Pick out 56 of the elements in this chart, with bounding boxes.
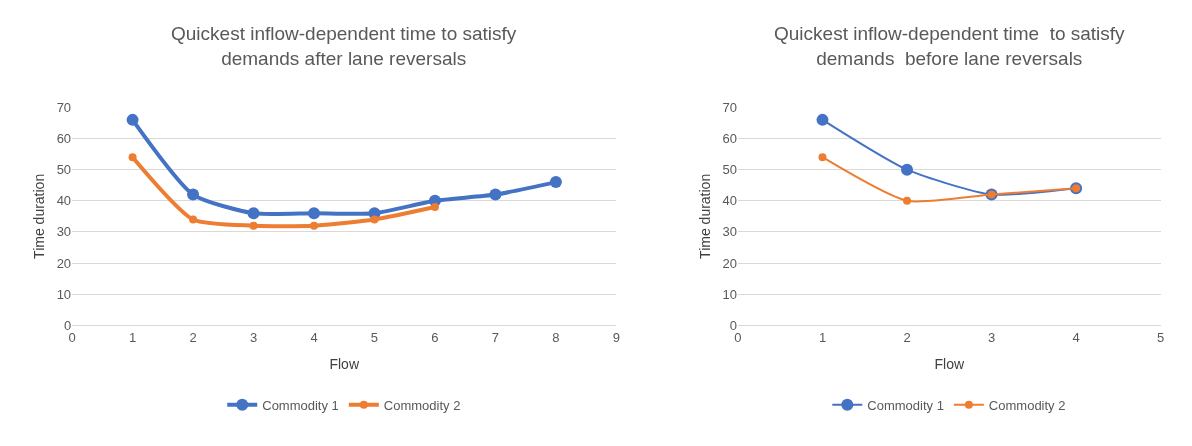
y-tick-label: 30 [722,224,737,240]
point [489,188,502,201]
point [310,221,318,230]
y-tick-label: 20 [722,255,737,271]
point [247,207,260,220]
point [430,203,439,211]
x-tick-label: 7 [491,329,500,345]
y-tick-label: 60 [56,131,72,147]
point [126,113,139,126]
x-tick-label: 5 [1157,329,1165,345]
y-tick-label: 70 [56,99,72,115]
x-tick-label: 2 [903,329,911,345]
x-tick-label: 1 [128,329,137,345]
y-tick-label: 40 [722,193,737,209]
x-tick-label: 3 [987,329,996,345]
point [187,188,200,201]
x-tick-label: 6 [431,329,439,345]
y-tick-label: 0 [729,317,737,333]
point [249,221,258,230]
point [308,207,320,220]
y-tick-label: 60 [722,131,737,147]
point [549,176,562,189]
x-tick-label: 5 [370,329,379,345]
x-axis-title: Flow [329,356,360,373]
x-tick-label: 3 [249,329,258,345]
legend-label: Commodity 2 [383,397,461,413]
y-tick-label: 30 [56,224,72,240]
x-tick-label: 4 [310,329,318,345]
chart-title: Quickest inflow-dependent time to satisfy demands after lane reversals [171,23,517,69]
y-tick-label: 50 [722,162,737,178]
legend-label: Commodity 1 [262,397,339,413]
y-tick-label: 20 [56,255,72,271]
point [816,113,829,126]
y-tick-label: 0 [63,317,72,333]
x-tick-label: 9 [612,329,620,345]
chart-title: Quickest inflow-dependent time to satisfy demands before lane reversals [774,23,1126,69]
y-tick-label: 10 [722,286,737,302]
point [128,153,137,162]
legend-label: Commodity 1 [867,397,944,413]
y-tick-label: 40 [56,193,72,209]
point [189,215,198,224]
legend-label: Commodity 2 [988,397,1066,413]
x-tick-label: 8 [552,329,560,345]
y-tick-label: 10 [56,286,72,302]
y-tick-label: 70 [722,99,737,115]
point [903,196,912,205]
x-tick-label: 4 [1072,329,1080,345]
point [818,153,827,162]
x-tick-label: 2 [189,329,197,345]
point [370,215,379,224]
x-axis-title: Flow [934,356,965,373]
y-axis-title: Time duration [31,173,48,259]
x-tick-label: 1 [818,329,827,345]
point [901,163,914,176]
y-tick-label: 50 [56,162,72,178]
y-axis-title: Time duration [697,173,714,259]
